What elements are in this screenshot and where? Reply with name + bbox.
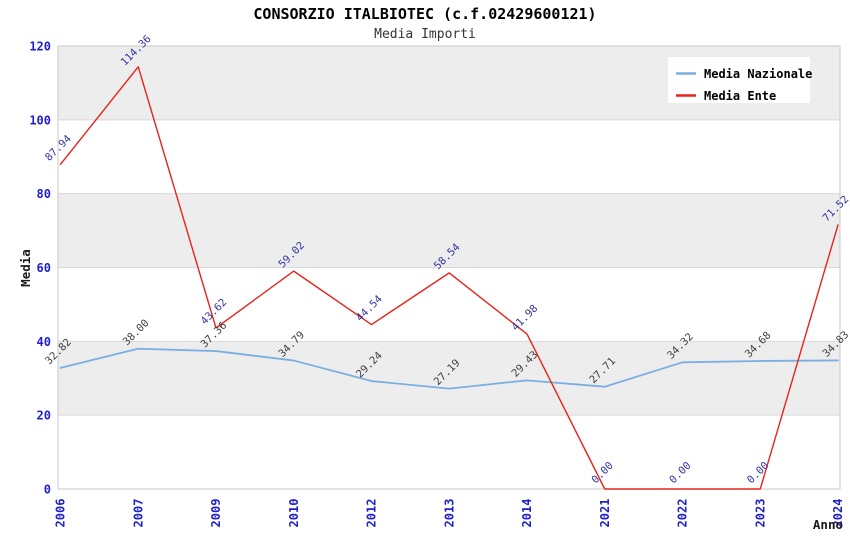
y-tick-label: 60 [37, 261, 51, 275]
chart-title: CONSORZIO ITALBIOTEC (c.f.02429600121) [253, 5, 596, 23]
chart-subtitle: Media Importi [374, 27, 476, 42]
grid-band [58, 341, 840, 416]
legend: Media Nazionale Media Ente [668, 57, 812, 103]
x-tick-label: 2013 [442, 499, 456, 528]
legend-label-media-ente: Media Ente [704, 89, 776, 103]
x-tick-label: 2007 [131, 499, 145, 528]
y-tick-label: 40 [37, 335, 51, 349]
legend-label-media-nazionale: Media Nazionale [704, 67, 812, 81]
x-tick-label: 2010 [287, 499, 301, 528]
x-tick-label: 2024 [831, 499, 845, 528]
y-tick-label: 120 [29, 40, 51, 54]
plot-border [57, 45, 841, 490]
x-tick-label: 2021 [598, 499, 612, 528]
grid-band [58, 193, 840, 268]
y-tick-label: 100 [29, 113, 51, 127]
x-tick-label: 2023 [753, 499, 767, 528]
plot-area: 0 20 40 60 80 100 120 2006 2007 2009 2010 2012 2013 2… [29, 33, 850, 527]
series-line-media-ente [59, 66, 839, 490]
x-tick-label: 2012 [365, 499, 379, 528]
y-axis-title: Media [18, 249, 33, 287]
x-tick-label: 2014 [520, 499, 534, 528]
x-axis-title: Anno [813, 517, 843, 532]
x-tick-label: 2006 [54, 499, 68, 528]
series-line-media-nazionale [59, 347, 839, 390]
y-tick-label: 80 [37, 187, 51, 201]
x-tick-label: 2009 [209, 499, 223, 528]
y-tick-label: 0 [44, 483, 51, 497]
y-tick-label: 20 [37, 409, 51, 423]
x-tick-label: 2022 [676, 499, 690, 528]
